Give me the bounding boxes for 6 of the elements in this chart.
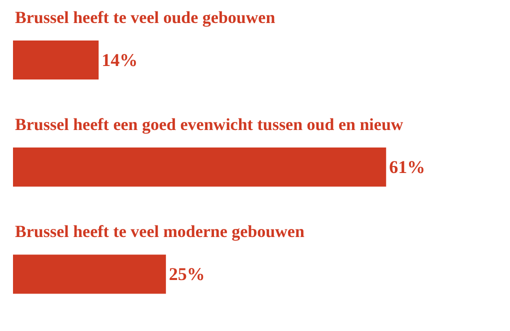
data-label: 14% xyxy=(102,50,138,70)
data-label: 25% xyxy=(168,264,205,284)
y-tick-label: Brussel heeft een goed evenwicht tussen oud en nieuw xyxy=(15,115,404,134)
y-tick-label: Brussel heeft te veel moderne gebouwen xyxy=(15,222,305,241)
y-tick-label: Brussel heeft te veel oude gebouwen xyxy=(15,8,276,27)
data-label: 61% xyxy=(389,157,426,178)
